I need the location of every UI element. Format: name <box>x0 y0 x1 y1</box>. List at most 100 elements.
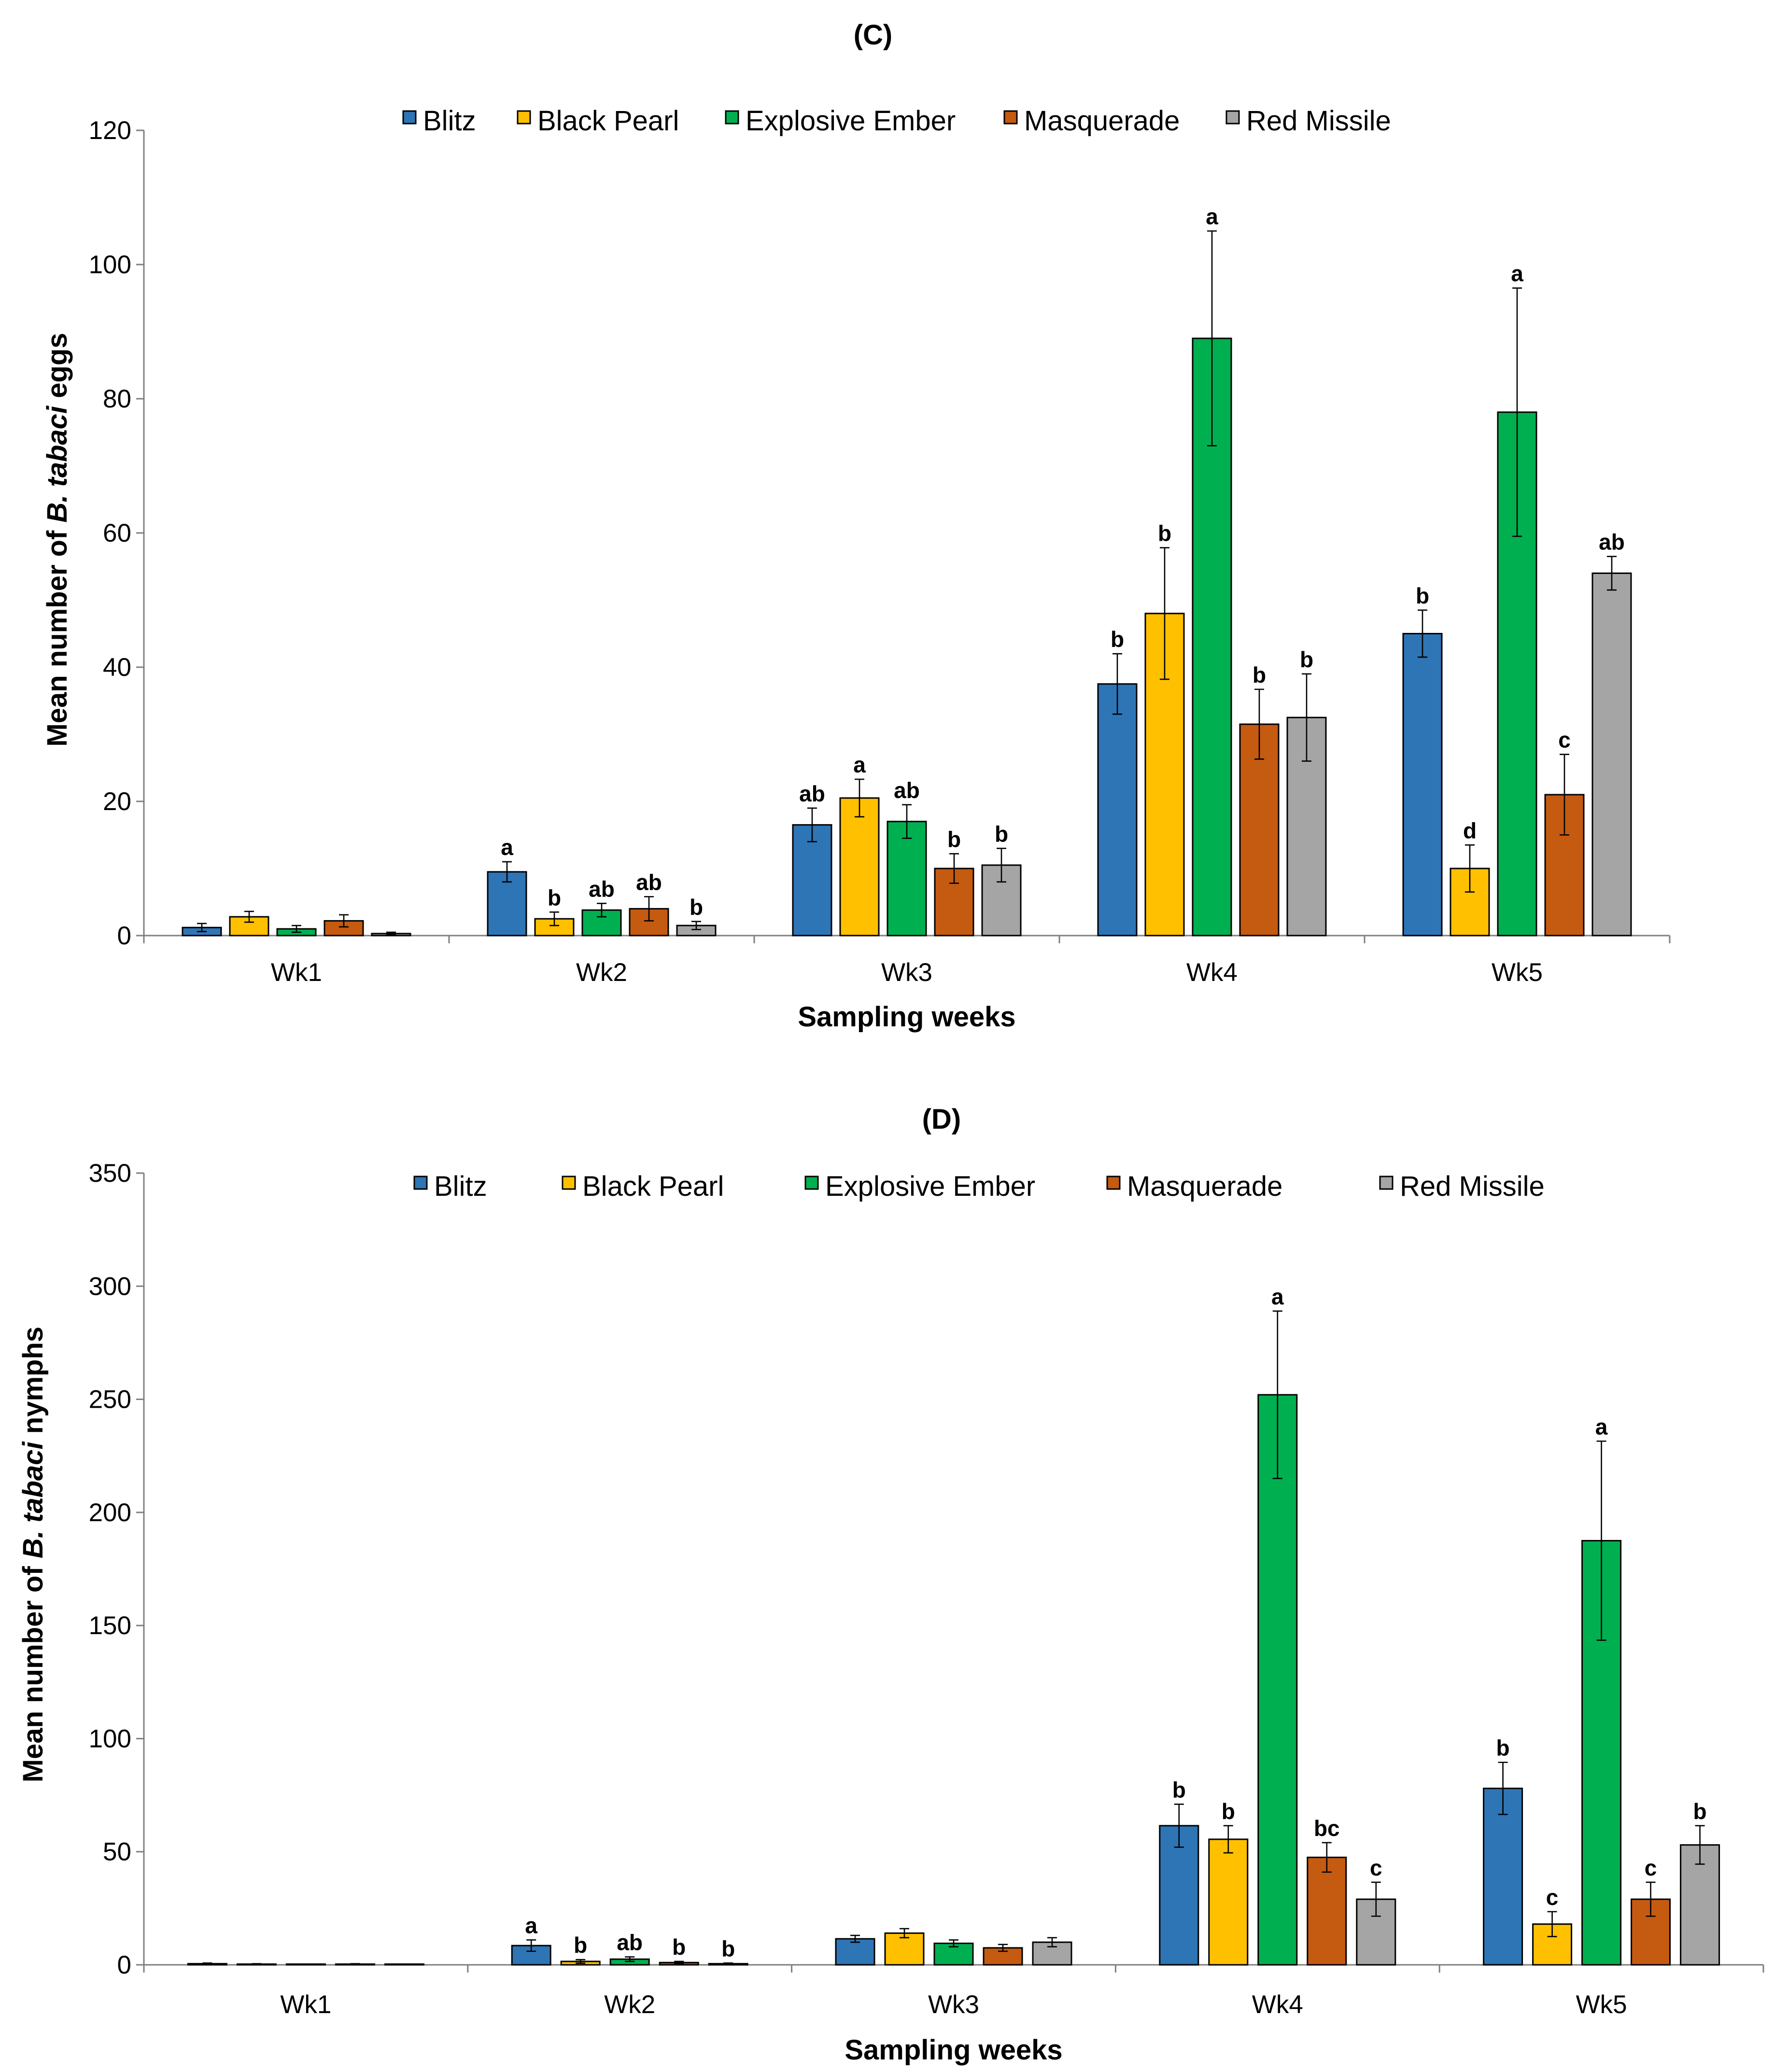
y-tick-label: 80 <box>103 385 131 413</box>
legend-label-masquerade: Masquerade <box>1024 105 1180 137</box>
y-tick-label: 0 <box>117 1951 131 1979</box>
significance-letter-black-pearl-wk3: a <box>853 752 866 777</box>
y-tick-label: 350 <box>89 1159 131 1188</box>
legend-swatch-masquerade <box>1003 110 1018 125</box>
legend-swatch-black-pearl <box>517 110 531 125</box>
legend-label-blitz: Blitz <box>434 1171 487 1202</box>
significance-letter-blitz-wk5: b <box>1416 583 1429 608</box>
y-tick-label: 0 <box>117 922 131 950</box>
legend-swatch-red-missile <box>1225 110 1240 125</box>
significance-letter-red-missile-wk2: b <box>690 895 703 920</box>
legend-swatch-masquerade <box>1106 1176 1121 1190</box>
x-tick-label-wk1: Wk1 <box>280 1990 331 2019</box>
significance-letter-masquerade-wk5: c <box>1645 1855 1657 1880</box>
bar-red-missile-wk3 <box>981 864 1022 937</box>
bar-masquerade-wk4 <box>1307 1856 1347 1966</box>
significance-letter-blitz-wk5: b <box>1496 1736 1510 1761</box>
x-tick-label-wk2: Wk2 <box>576 958 627 987</box>
x-axis-title: Sampling weeks <box>845 2034 1062 2066</box>
bar-explosive-ember-wk4 <box>1257 1394 1298 1966</box>
y-axis-title-species: B. tabaci <box>17 1441 49 1558</box>
significance-letter-red-missile-wk3: b <box>995 821 1008 846</box>
y-axis-title-part-1: Mean number of <box>42 523 73 747</box>
legend-label-explosive-ember: Explosive Ember <box>825 1171 1035 1202</box>
y-tick-label: 40 <box>103 653 131 682</box>
significance-letter-red-missile-wk4: c <box>1370 1855 1382 1880</box>
legend-swatch-blitz <box>402 110 417 125</box>
y-tick-label: 100 <box>89 1724 131 1753</box>
y-axis-title-species: B. tabaci <box>42 405 73 523</box>
significance-letter-black-pearl-wk5: d <box>1463 818 1477 843</box>
significance-letter-blitz-wk4: b <box>1111 627 1124 652</box>
legend-label-explosive-ember: Explosive Ember <box>746 105 956 137</box>
chart-title: (D) <box>922 1104 961 1135</box>
y-tick-label: 60 <box>103 519 131 547</box>
y-tick-label: 200 <box>89 1498 131 1527</box>
y-tick-label: 150 <box>89 1611 131 1640</box>
significance-letter-red-missile-wk2: b <box>721 1936 735 1961</box>
legend-swatch-black-pearl <box>562 1176 576 1190</box>
bar-explosive-ember-wk3 <box>887 821 927 937</box>
x-tick-label-wk3: Wk3 <box>928 1990 979 2019</box>
bar-blitz-wk4 <box>1159 1825 1199 1966</box>
bar-red-missile-wk5 <box>1680 1844 1720 1966</box>
significance-letter-masquerade-wk5: c <box>1558 728 1571 753</box>
legend-label-red-missile: Red Missile <box>1246 105 1391 137</box>
x-tick-label-wk1: Wk1 <box>271 958 322 987</box>
y-tick-label: 300 <box>89 1272 131 1301</box>
y-axis-title: Mean number of B. tabaci eggs <box>42 333 73 746</box>
bar-black-pearl-wk3 <box>839 797 880 937</box>
legend: Blitz Black Pearl Explosive Ember Masque… <box>402 105 1391 137</box>
bar-black-pearl-wk3 <box>884 1932 925 1966</box>
x-axis-title: Sampling weeks <box>798 1001 1015 1033</box>
significance-letter-blitz-wk2: a <box>525 1913 537 1938</box>
y-tick-label: 20 <box>103 787 131 816</box>
legend-label-blitz: Blitz <box>423 105 476 137</box>
y-axis-title-part-3: eggs <box>42 333 73 406</box>
bar-red-missile-wk5 <box>1591 572 1632 937</box>
x-tick-label-wk2: Wk2 <box>604 1990 655 2019</box>
bar-blitz-wk5 <box>1483 1788 1523 1966</box>
significance-letter-red-missile-wk5: b <box>1693 1799 1707 1824</box>
y-axis-title: Mean number of B. tabaci nymphs <box>17 1327 49 1782</box>
bar-blitz-wk3 <box>792 824 832 937</box>
significance-letter-red-missile-wk5: ab <box>1599 530 1625 555</box>
significance-letter-black-pearl-wk5: c <box>1546 1885 1559 1910</box>
significance-letter-black-pearl-wk4: b <box>1158 521 1171 546</box>
y-axis-title-part-1: Mean number of <box>17 1558 49 1782</box>
legend-swatch-explosive-ember <box>725 110 739 125</box>
y-tick-label: 120 <box>89 116 131 145</box>
significance-letter-masquerade-wk2: b <box>672 1934 686 1960</box>
legend-label-black-pearl: Black Pearl <box>537 105 679 137</box>
bar-black-pearl-wk4 <box>1208 1838 1249 1966</box>
significance-letter-explosive-ember-wk3: ab <box>894 778 920 803</box>
significance-letter-explosive-ember-wk4: a <box>1271 1284 1284 1309</box>
y-tick-label: 250 <box>89 1386 131 1414</box>
significance-letter-masquerade-wk3: b <box>947 826 961 852</box>
panel-c-eggs-chart: (C) Blitz Black Pearl Explosive Ember Ma… <box>42 19 1671 1033</box>
significance-letter-black-pearl-wk2: b <box>548 885 561 910</box>
y-axis-title-part-3: nymphs <box>17 1327 49 1442</box>
panel-d-nymphs-chart: (D) Blitz Black Pearl Explosive Ember Ma… <box>17 1104 1764 2066</box>
significance-letter-explosive-ember-wk5: a <box>1595 1414 1608 1439</box>
significance-letter-explosive-ember-wk2: ab <box>617 1930 643 1955</box>
x-tick-label-wk3: Wk3 <box>881 958 932 987</box>
y-tick-label: 100 <box>89 251 131 279</box>
x-tick-label-wk5: Wk5 <box>1492 958 1543 987</box>
legend-label-red-missile: Red Missile <box>1400 1171 1545 1202</box>
chart-title: (C) <box>854 19 893 51</box>
x-tick-label-wk4: Wk4 <box>1252 1990 1303 2019</box>
significance-letter-masquerade-wk4: bc <box>1314 1816 1340 1841</box>
significance-letter-red-missile-wk4: b <box>1300 647 1313 672</box>
significance-letter-blitz-wk2: a <box>501 835 513 860</box>
legend-swatch-blitz <box>413 1176 428 1190</box>
x-tick-label-wk5: Wk5 <box>1576 1990 1627 2019</box>
significance-letter-black-pearl-wk4: b <box>1222 1799 1235 1824</box>
significance-letter-blitz-wk3: ab <box>799 781 825 806</box>
legend-swatch-red-missile <box>1379 1176 1394 1190</box>
x-tick-label-wk4: Wk4 <box>1186 958 1238 987</box>
bar-blitz-wk5 <box>1402 633 1443 937</box>
significance-letter-blitz-wk4: b <box>1172 1777 1186 1802</box>
